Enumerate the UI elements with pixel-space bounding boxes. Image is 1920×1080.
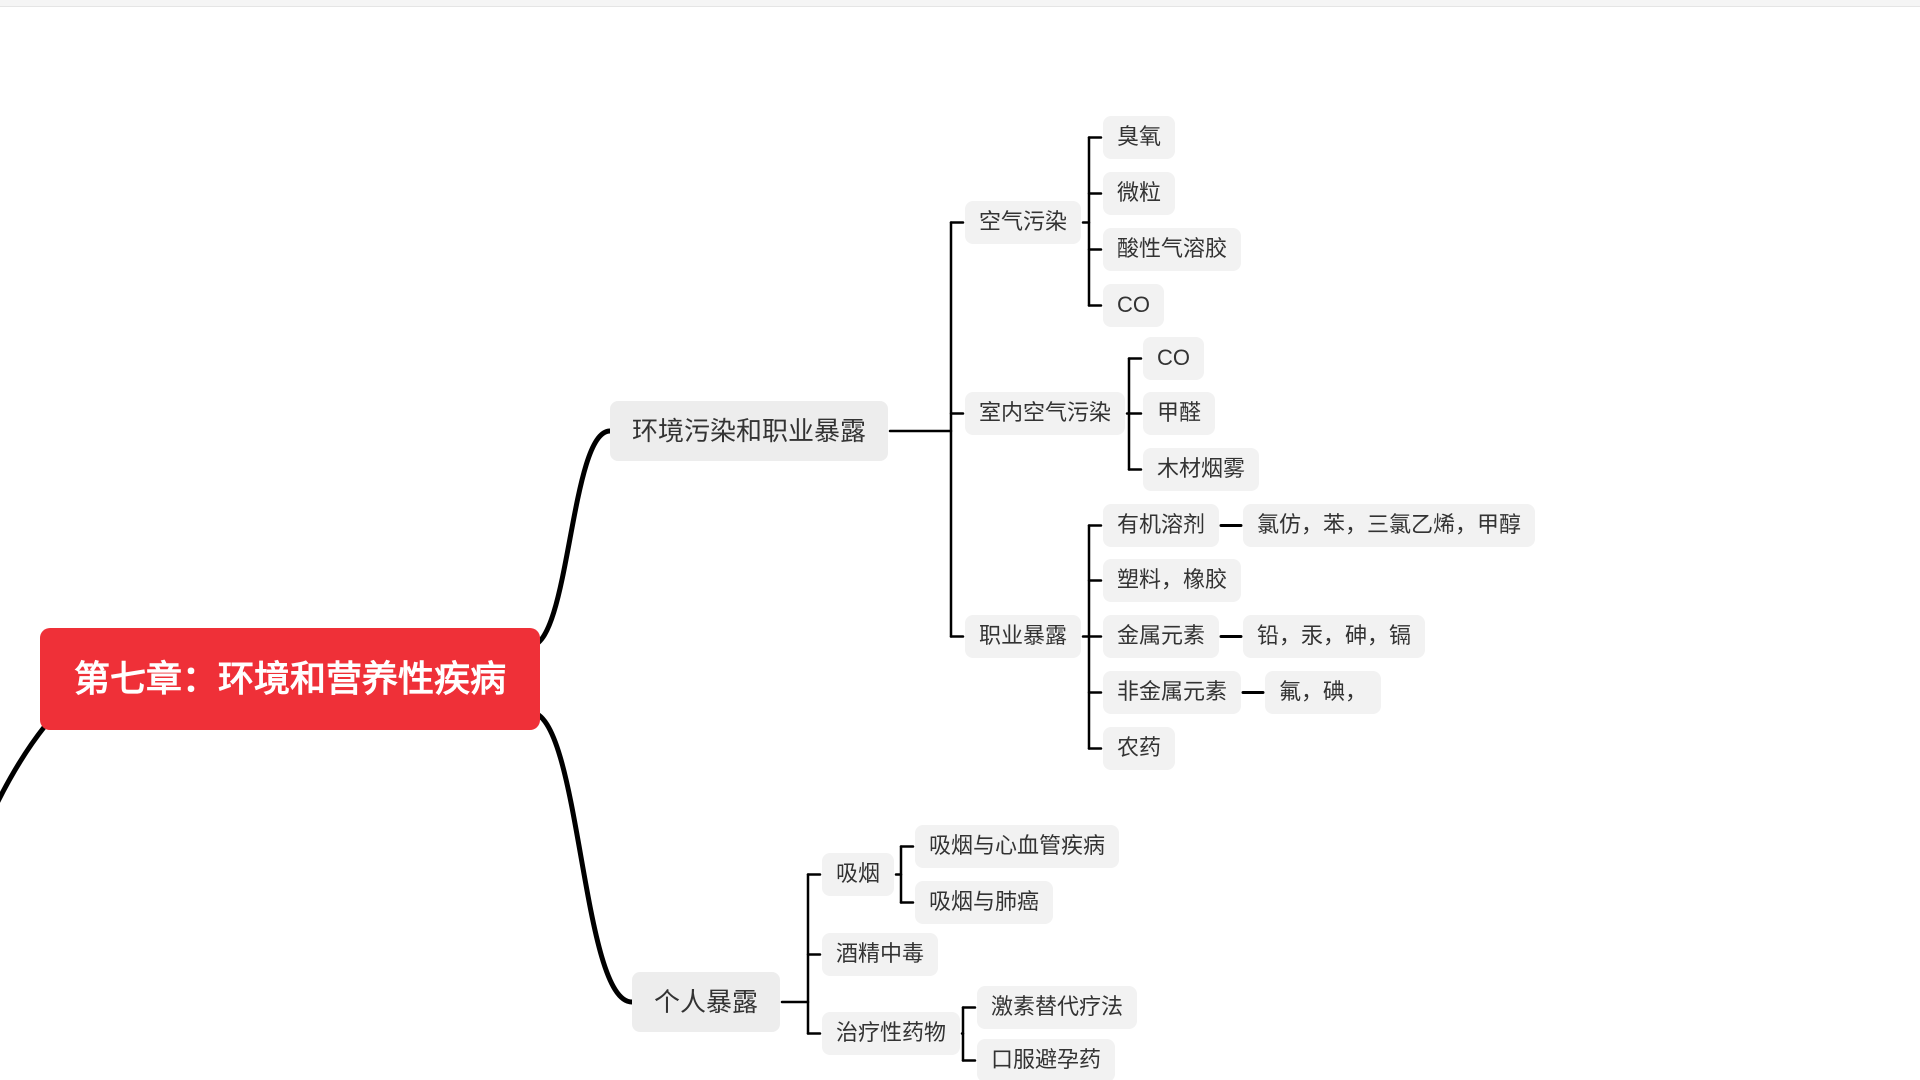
node-node[interactable]: 非金属元素 [1103,671,1241,714]
mindmap-canvas[interactable]: 第七章：环境和营养性疾病 环境污染和职业暴露 空气污染臭氧微粒酸性气溶胶 CO 室内空气… [0,6,1920,1080]
node-node[interactable]: 口服避孕药 [977,1039,1115,1080]
alcohol-node[interactable]: 酒精中毒 [822,933,938,976]
node-node[interactable]: CO [1143,337,1204,380]
node-node[interactable]: 臭氧 [1103,116,1175,159]
node-node[interactable]: 金属元素 [1103,615,1219,658]
node-node[interactable]: 农药 [1103,727,1175,770]
indoor-node[interactable]: 室内空气污染 [965,392,1125,435]
smoke-node[interactable]: 吸烟 [822,853,894,896]
personal-node[interactable]: 个人暴露 [632,972,780,1032]
node-node[interactable]: 铅，汞，砷，镉 [1243,615,1425,658]
node-node[interactable]: 氯仿，苯，三氯乙烯，甲醇 [1243,504,1535,547]
drug-node[interactable]: 治疗性药物 [822,1012,960,1055]
node-node[interactable]: 激素替代疗法 [977,986,1137,1029]
node-node[interactable]: 吸烟与心血管疾病 [915,825,1119,868]
node-node[interactable]: 吸烟与肺癌 [915,881,1053,924]
node-node[interactable]: 微粒 [1103,172,1175,215]
air-node[interactable]: 空气污染 [965,201,1081,244]
node-node[interactable]: 木材烟雾 [1143,448,1259,491]
occ-node[interactable]: 职业暴露 [965,615,1081,658]
env-node[interactable]: 环境污染和职业暴露 [610,401,888,461]
node-node[interactable]: 氟，碘， [1265,671,1381,714]
node-node[interactable]: CO [1103,284,1164,327]
node-node[interactable]: 甲醛 [1143,392,1215,435]
node-node[interactable]: 塑料，橡胶 [1103,559,1241,602]
node-node[interactable]: 酸性气溶胶 [1103,228,1241,271]
node-node[interactable]: 有机溶剂 [1103,504,1219,547]
root-node[interactable]: 第七章：环境和营养性疾病 [40,628,540,730]
